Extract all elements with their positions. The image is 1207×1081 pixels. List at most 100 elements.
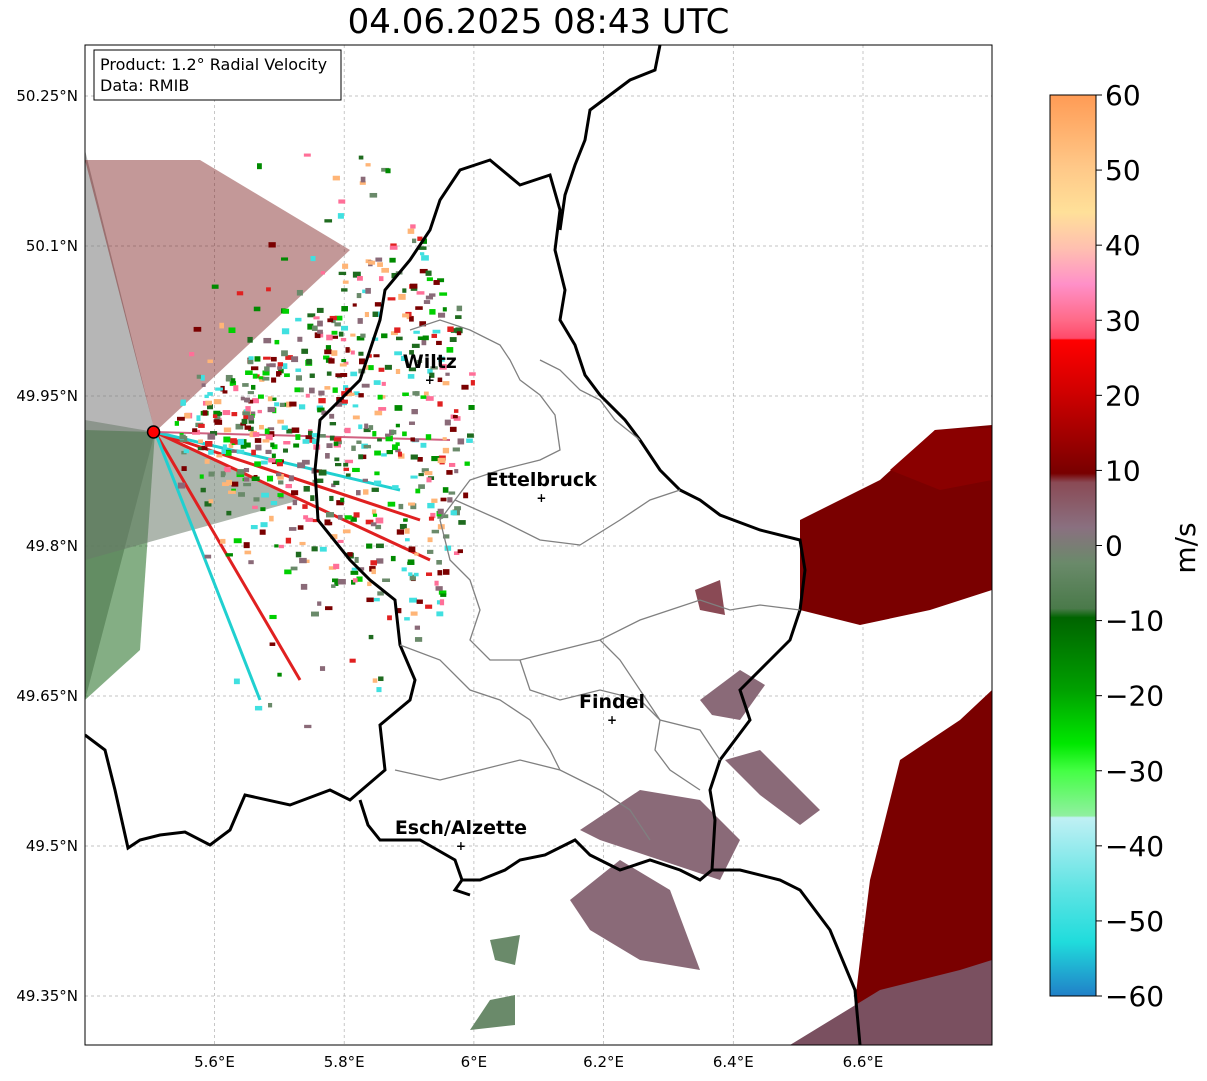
echo-speckle	[257, 394, 264, 399]
echo-speckle	[223, 436, 231, 443]
lat-tick-label: 49.35°N	[16, 987, 78, 1005]
echo-speckle	[357, 318, 363, 324]
echo-speckle	[416, 291, 425, 295]
echo-speckle	[421, 339, 427, 346]
echo-speckle	[364, 423, 369, 429]
echo-speckle	[254, 705, 263, 711]
echo-speckle	[189, 351, 195, 357]
echo-speckle	[301, 459, 310, 465]
echo-speckle	[204, 459, 210, 464]
echo-cell-southeast-low	[790, 960, 992, 1045]
echo-speckle	[386, 449, 394, 455]
echo-speckle	[418, 484, 425, 489]
echo-speckle	[430, 366, 438, 370]
echo-speckle	[222, 444, 227, 450]
colorbar-tick-label: 60	[1105, 79, 1141, 112]
echo-speckle	[312, 438, 318, 445]
echo-speckle	[384, 364, 392, 370]
echo-speckle	[324, 349, 332, 355]
echo-speckle	[435, 586, 443, 591]
echo-speckle	[333, 437, 342, 442]
national-border-east	[558, 45, 662, 231]
echo-speckle	[408, 546, 416, 553]
echo-speckle	[410, 437, 415, 442]
echo-cell-mid2	[725, 750, 820, 825]
echo-speckle	[245, 397, 250, 403]
echo-speckle	[257, 163, 262, 170]
echo-speckle	[177, 416, 185, 421]
echo-speckle	[358, 351, 364, 356]
echo-speckle	[252, 432, 260, 437]
echo-speckle	[391, 444, 398, 451]
echo-speckle	[404, 528, 410, 534]
echo-speckle	[264, 428, 270, 435]
echo-speckle	[411, 343, 420, 348]
echo-speckle	[236, 472, 245, 478]
echo-speckle	[226, 479, 233, 486]
echo-speckle	[201, 383, 206, 387]
echo-speckle	[179, 434, 186, 440]
echo-speckle	[281, 257, 289, 261]
echo-speckle	[341, 306, 348, 312]
echo-speckle	[378, 407, 387, 411]
echo-speckle	[410, 475, 418, 479]
echo-speckle	[266, 287, 271, 292]
echo-speckle	[336, 500, 344, 506]
echo-speckle	[334, 462, 342, 467]
echo-speckle	[258, 376, 264, 380]
echo-speckle	[334, 581, 339, 586]
echo-speckle	[341, 325, 349, 331]
echo-speckle	[196, 374, 201, 379]
echo-speckle	[359, 358, 366, 365]
echo-speckle	[466, 438, 473, 443]
echo-speckle	[449, 337, 457, 342]
echo-cell-green-small2	[470, 995, 515, 1030]
echo-speckle	[215, 387, 223, 391]
echo-speckle	[305, 517, 314, 522]
echo-speckle	[374, 450, 381, 456]
echo-speckle	[276, 472, 282, 477]
lon-tick-label: 6.4°E	[713, 1053, 754, 1071]
echo-speckle	[228, 443, 234, 448]
echo-speckle	[248, 356, 254, 360]
info-data-source: Data: RMIB	[100, 76, 189, 95]
echo-speckle	[267, 406, 275, 413]
echo-speckle	[354, 556, 359, 563]
echo-speckle	[311, 546, 318, 552]
echo-speckle	[468, 404, 475, 410]
echo-speckle	[337, 539, 344, 543]
echo-speckle	[285, 483, 292, 489]
echo-speckle	[356, 490, 361, 496]
echo-speckle	[263, 356, 271, 360]
echo-speckle	[297, 462, 306, 469]
colorbar-tick-label: −60	[1105, 980, 1164, 1013]
echo-speckle	[283, 441, 291, 445]
echo-speckle	[420, 395, 427, 399]
echo-speckle	[437, 278, 445, 283]
echo-speckle	[282, 448, 288, 453]
echo-speckle	[368, 425, 374, 430]
echo-speckle	[243, 482, 252, 487]
lon-tick-label: 6.6°E	[843, 1053, 884, 1071]
echo-speckle	[414, 552, 419, 556]
echo-speckle	[183, 449, 190, 454]
echo-speckle	[356, 276, 363, 281]
echo-speckle	[338, 514, 343, 520]
echo-speckle	[212, 414, 218, 419]
echo-speckle	[402, 431, 407, 437]
echo-speckle	[409, 283, 418, 289]
echo-speckle	[345, 473, 351, 477]
echo-speckle	[364, 365, 371, 370]
echo-speckle	[260, 522, 268, 528]
echo-speckle	[213, 399, 222, 405]
echo-speckle	[238, 492, 245, 497]
echo-speckle	[452, 415, 458, 419]
echo-speckle	[350, 371, 358, 377]
echo-speckle	[364, 311, 370, 318]
echo-speckle	[453, 551, 460, 556]
echo-speckle	[369, 566, 376, 572]
echo-speckle	[324, 519, 331, 526]
echo-speckle	[304, 724, 312, 729]
echo-speckle	[331, 319, 336, 324]
